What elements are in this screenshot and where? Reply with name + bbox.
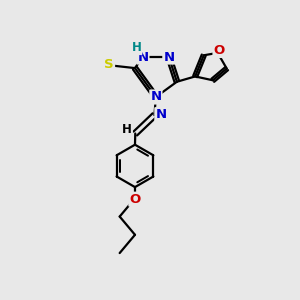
Text: H: H xyxy=(131,41,141,54)
Text: N: N xyxy=(137,51,148,64)
Text: N: N xyxy=(150,91,161,103)
Text: S: S xyxy=(104,58,114,71)
Text: N: N xyxy=(163,51,174,64)
Text: O: O xyxy=(129,193,141,206)
Text: N: N xyxy=(155,108,167,121)
Text: H: H xyxy=(122,124,132,136)
Text: O: O xyxy=(214,44,225,57)
